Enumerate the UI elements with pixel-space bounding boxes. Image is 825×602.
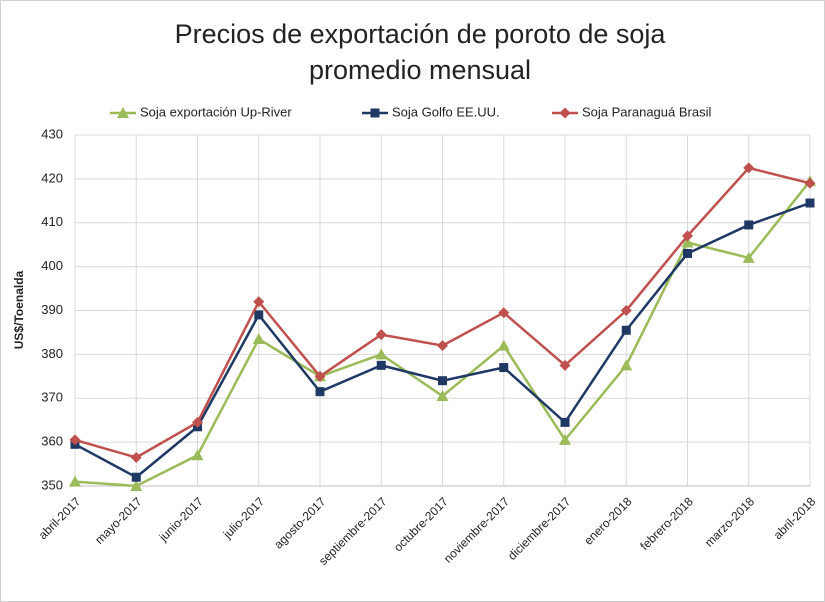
marker bbox=[254, 310, 264, 320]
marker bbox=[559, 433, 571, 445]
marker bbox=[315, 387, 325, 397]
marker bbox=[314, 370, 326, 382]
y-tick-label: 350 bbox=[41, 477, 63, 492]
marker bbox=[804, 177, 816, 189]
marker bbox=[438, 376, 447, 386]
marker bbox=[498, 307, 510, 319]
marker bbox=[497, 339, 510, 351]
marker bbox=[252, 333, 265, 345]
marker bbox=[744, 220, 754, 230]
marker bbox=[560, 417, 570, 427]
y-tick-label: 410 bbox=[41, 214, 63, 229]
marker bbox=[559, 107, 571, 119]
marker bbox=[620, 359, 633, 371]
marker bbox=[375, 329, 387, 341]
legend-label: Soja Paranaguá Brasil bbox=[582, 104, 711, 119]
marker bbox=[805, 198, 815, 208]
y-tick-label: 380 bbox=[41, 346, 63, 361]
marker bbox=[117, 107, 129, 118]
y-tick-label: 370 bbox=[41, 390, 63, 405]
marker bbox=[559, 359, 571, 371]
marker bbox=[682, 230, 693, 242]
marker bbox=[130, 480, 143, 491]
marker bbox=[69, 475, 81, 487]
y-axis-label: US$/Toenalda bbox=[12, 270, 26, 349]
marker bbox=[683, 248, 692, 258]
marker bbox=[681, 236, 694, 248]
marker bbox=[436, 390, 449, 402]
y-tick-label: 420 bbox=[41, 170, 63, 185]
marker bbox=[620, 305, 632, 316]
y-tick-label: 390 bbox=[41, 302, 63, 317]
marker bbox=[191, 449, 204, 461]
y-tick-label: 400 bbox=[41, 258, 63, 273]
marker bbox=[131, 472, 141, 482]
marker bbox=[499, 363, 509, 373]
chart-title: Precios de exportación de poroto de soja bbox=[175, 19, 667, 49]
marker bbox=[743, 162, 755, 174]
legend-label: Soja Golfo EE.UU. bbox=[392, 104, 500, 119]
y-tick-label: 430 bbox=[41, 126, 63, 141]
chart-subtitle: promedio mensual bbox=[309, 55, 531, 85]
marker bbox=[375, 348, 388, 360]
y-tick-label: 360 bbox=[41, 434, 63, 449]
marker bbox=[192, 416, 203, 428]
legend-label: Soja exportación Up-River bbox=[140, 104, 292, 119]
marker bbox=[376, 360, 386, 370]
marker bbox=[130, 451, 142, 463]
marker bbox=[742, 251, 755, 263]
marker bbox=[69, 434, 81, 446]
marker bbox=[370, 108, 380, 118]
marker bbox=[621, 325, 631, 335]
marker bbox=[253, 296, 265, 308]
marker bbox=[437, 340, 448, 352]
